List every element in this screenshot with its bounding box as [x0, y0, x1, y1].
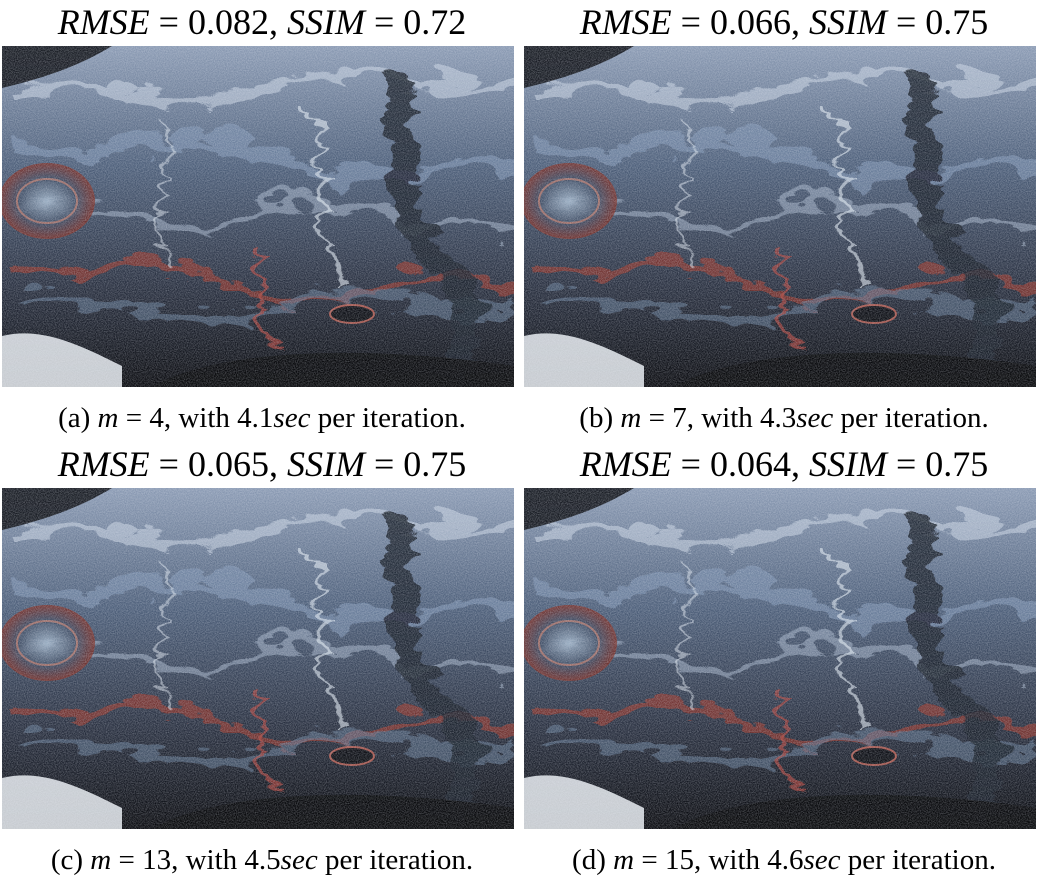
rmse-label: RMSE — [57, 444, 150, 484]
ssim-label: SSIM — [286, 444, 365, 484]
caption-prefix: , with — [693, 844, 760, 876]
flow-render-image — [524, 46, 1036, 387]
caption-var: m — [613, 844, 635, 876]
caption-suffix: per iteration. — [317, 402, 466, 434]
caption-prefix: , with — [171, 844, 238, 876]
metric-line: RMSE = 0.065, SSIM = 0.75 — [57, 444, 467, 484]
caption-unit: sec — [273, 402, 311, 434]
caption-tag: (a) — [58, 402, 91, 434]
caption-unit: sec — [796, 402, 834, 434]
ssim-value: 0.75 — [925, 2, 989, 42]
caption-m-value: 15 — [664, 844, 694, 876]
caption-m-value: 4 — [149, 402, 164, 434]
metric-line: RMSE = 0.064, SSIM = 0.75 — [579, 444, 989, 484]
caption: (c) m = 13, with 4.5sec per iteration. — [50, 844, 474, 876]
caption: (a) m = 4, with 4.1sec per iteration. — [58, 402, 466, 434]
rmse-label: RMSE — [579, 2, 672, 42]
ssim-label: SSIM — [808, 2, 887, 42]
caption: (d) m = 15, with 4.6sec per iteration. — [572, 844, 996, 876]
metric-line: RMSE = 0.066, SSIM = 0.75 — [579, 2, 989, 42]
ssim-value: 0.75 — [925, 444, 989, 484]
caption-unit: sec — [280, 844, 318, 876]
flow-render-image — [2, 46, 514, 387]
ssim-label: SSIM — [808, 444, 887, 484]
caption-tag: (b) — [579, 402, 614, 434]
rmse-value: 0.082 — [187, 2, 269, 42]
caption-var: m — [97, 402, 119, 434]
flow-render-image — [2, 488, 514, 829]
ssim-value: 0.72 — [403, 2, 467, 42]
rmse-value: 0.066 — [709, 2, 791, 42]
caption-m-value: 13 — [142, 844, 172, 876]
ssim-value: 0.75 — [403, 444, 467, 484]
caption-tag: (d) — [572, 844, 606, 876]
caption-m-value: 7 — [672, 402, 687, 434]
rmse-label: RMSE — [57, 2, 150, 42]
caption: (b) m = 7, with 4.3sec per iteration. — [579, 402, 989, 434]
caption-suffix: per iteration. — [847, 844, 996, 876]
metric-line: RMSE = 0.082, SSIM = 0.72 — [57, 2, 467, 42]
flow-render-image — [524, 488, 1036, 829]
caption-time: 4.1 — [237, 402, 274, 434]
caption-time: 4.6 — [767, 844, 804, 876]
rmse-value: 0.065 — [187, 444, 269, 484]
caption-unit: sec — [803, 844, 841, 876]
rmse-label: RMSE — [579, 444, 672, 484]
caption-suffix: per iteration. — [840, 402, 989, 434]
caption-tag: (c) — [50, 844, 84, 876]
caption-var: m — [620, 402, 642, 434]
caption-time: 4.5 — [244, 844, 281, 876]
caption-var: m — [90, 844, 112, 876]
caption-suffix: per iteration. — [324, 844, 474, 876]
ssim-label: SSIM — [286, 2, 365, 42]
rmse-value: 0.064 — [709, 444, 791, 484]
caption-time: 4.3 — [760, 402, 797, 434]
caption-prefix: , with — [163, 402, 230, 434]
caption-prefix: , with — [686, 402, 753, 434]
